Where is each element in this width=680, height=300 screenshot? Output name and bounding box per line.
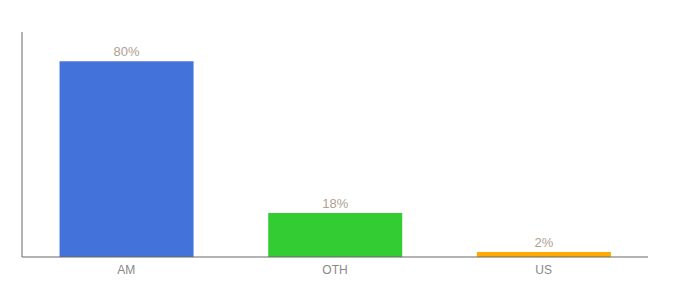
svg-text:80%: 80% [114, 44, 140, 59]
svg-text:18%: 18% [322, 196, 348, 211]
svg-text:US: US [535, 263, 552, 277]
svg-text:2%: 2% [534, 235, 553, 250]
svg-text:OTH: OTH [322, 263, 347, 277]
svg-text:AM: AM [117, 263, 135, 277]
